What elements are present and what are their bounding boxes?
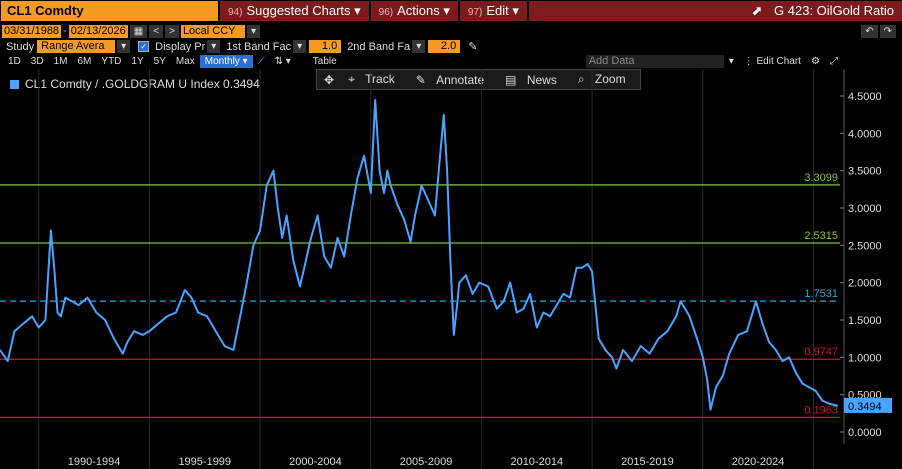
edit-chart-button[interactable]: ⋮ Edit Chart <box>743 55 801 67</box>
track-tool[interactable]: ⌖ Track <box>341 72 409 87</box>
popout-icon[interactable]: ⬈ <box>751 3 763 18</box>
suggested-charts-number: 94) <box>228 7 243 18</box>
news-label: News <box>526 72 557 87</box>
chart-area[interactable]: 1990-1994 1995-1999 2000-2004 2005-2009 2010… <box>0 69 902 469</box>
band2-label: 2nd Band Fa <box>347 40 411 53</box>
edit-chart-label: Edit Chart <box>756 55 801 67</box>
x-tick-label: 2015-2019 <box>621 456 674 468</box>
band-label: 2.5315 <box>804 230 838 242</box>
edit-button[interactable]: 97) Edit ▾ <box>459 1 527 21</box>
study-select[interactable]: Range Avera <box>37 40 116 53</box>
actions-button[interactable]: 96) Actions ▾ <box>370 1 458 21</box>
y-tick-label: 3.5000 <box>848 166 882 178</box>
band-label: 3.3099 <box>804 172 838 184</box>
period-3d[interactable]: 3D <box>30 55 44 67</box>
band-label: 0.9747 <box>804 346 838 358</box>
end-date-field[interactable]: 02/13/2026 <box>68 24 128 38</box>
band-label: 1.7531 <box>804 288 838 300</box>
annotate-tool[interactable]: ✎ Annotate <box>409 73 498 87</box>
band1-label: 1st Band Fac <box>226 40 292 53</box>
zoom-tool[interactable]: ⌕ Zoom <box>571 72 640 87</box>
actions-number: 96) <box>378 7 394 18</box>
add-data-input[interactable]: Add Data <box>585 54 724 68</box>
move-handle-icon[interactable]: ✥ <box>324 72 335 87</box>
y-tick-label: 4.5000 <box>848 91 882 103</box>
currency-dropdown-icon[interactable]: ▾ <box>246 24 260 38</box>
x-tick-label: 2000-2004 <box>289 456 342 468</box>
settings-gear-icon[interactable]: ⚙ <box>810 55 820 67</box>
forward-arrow-icon[interactable]: > <box>165 24 179 38</box>
date-separator: - <box>63 25 67 37</box>
zoom-label: Zoom <box>594 72 626 86</box>
last-value-badge <box>844 397 892 413</box>
actions-label: Actions ▾ <box>397 3 450 18</box>
y-tick-label: 0.0000 <box>848 427 882 439</box>
edit-label: Edit ▾ <box>486 3 519 18</box>
frequency-select[interactable]: Monthly ▾ <box>199 54 253 68</box>
back-arrow-icon[interactable]: < <box>149 24 164 38</box>
chart-title-bar: ⬈ G 423: OilGold Ratio <box>528 1 902 21</box>
display-label: Display Pr <box>155 40 206 53</box>
y-tick-label: 1.0000 <box>848 352 882 364</box>
display-dropdown-icon[interactable]: ▾ <box>207 40 221 53</box>
y-tick-label: 2.5000 <box>848 240 882 252</box>
chart-toolbox: ✥ ⌖ Track ✎ Annotate ▤ News ⌕ Zoom <box>316 69 641 90</box>
band2-dropdown-icon[interactable]: ▾ <box>412 40 426 53</box>
period-1y[interactable]: 1Y <box>131 55 144 67</box>
x-tick-label: 2020-2024 <box>732 456 785 468</box>
undo-icon[interactable]: ↶ <box>861 24 878 38</box>
y-tick-label: 1.5000 <box>848 315 882 327</box>
last-value-label: 0.3494 <box>848 401 882 413</box>
period-1d[interactable]: 1D <box>8 55 21 67</box>
period-max[interactable]: Max <box>175 55 195 67</box>
add-data-dropdown-icon[interactable]: ▾ <box>728 55 734 67</box>
series-line <box>0 98 839 411</box>
x-tick-label: 1990-1994 <box>68 456 121 468</box>
legend-label: CL1 Comdty / .GOLDGRAM U Index 0.3494 <box>25 77 260 91</box>
band2-input[interactable]: 2.0 <box>428 40 461 53</box>
start-date-field[interactable]: 03/31/1988 <box>2 24 62 38</box>
chart-title: G 423: OilGold Ratio <box>774 3 894 18</box>
track-label: Track <box>365 72 395 86</box>
y-tick-label: 3.0000 <box>848 203 882 215</box>
period-6m[interactable]: 6M <box>77 55 92 67</box>
chart-options-icon[interactable]: ⇅ ▾ <box>274 55 291 67</box>
chart-legend[interactable]: CL1 Comdty / .GOLDGRAM U Index 0.3494 <box>10 75 260 93</box>
band-label: 0.1963 <box>804 404 838 416</box>
x-tick-label: 2005-2009 <box>400 456 453 468</box>
study-dropdown-icon[interactable]: ▾ <box>117 40 131 53</box>
currency-select[interactable]: Local CCY <box>180 24 245 38</box>
calendar-icon[interactable]: ▦ <box>129 24 148 38</box>
x-tick-label: 1995-1999 <box>178 456 231 468</box>
y-tick-label: 2.0000 <box>848 278 882 290</box>
display-checkbox[interactable]: ✓ <box>138 41 150 52</box>
period-1m[interactable]: 1M <box>53 55 68 67</box>
table-button[interactable]: Table <box>312 55 337 67</box>
line-chart-type-icon[interactable]: ⟋ <box>257 55 265 67</box>
study-label: Study <box>6 40 35 53</box>
edit-number: 97) <box>467 7 483 18</box>
redo-icon[interactable]: ↷ <box>879 24 896 38</box>
news-tool[interactable]: ▤ News <box>498 73 571 87</box>
suggested-charts-button[interactable]: 94) Suggested Charts ▾ <box>220 1 369 21</box>
annotate-label: Annotate <box>436 72 485 87</box>
x-tick-label: 2010-2014 <box>510 456 563 468</box>
legend-swatch <box>10 80 19 90</box>
pencil-icon[interactable]: ✎ <box>468 41 478 53</box>
expand-icon[interactable]: ⤢ <box>829 55 838 67</box>
period-5y[interactable]: 5Y <box>153 55 166 67</box>
period-ytd[interactable]: YTD <box>101 55 122 67</box>
y-tick-label: 4.0000 <box>848 128 882 140</box>
band1-dropdown-icon[interactable]: ▾ <box>293 40 307 53</box>
band1-input[interactable]: 1.0 <box>309 40 342 53</box>
suggested-charts-label: Suggested Charts ▾ <box>246 3 361 18</box>
ticker-field[interactable]: CL1 Comdty <box>1 1 218 21</box>
